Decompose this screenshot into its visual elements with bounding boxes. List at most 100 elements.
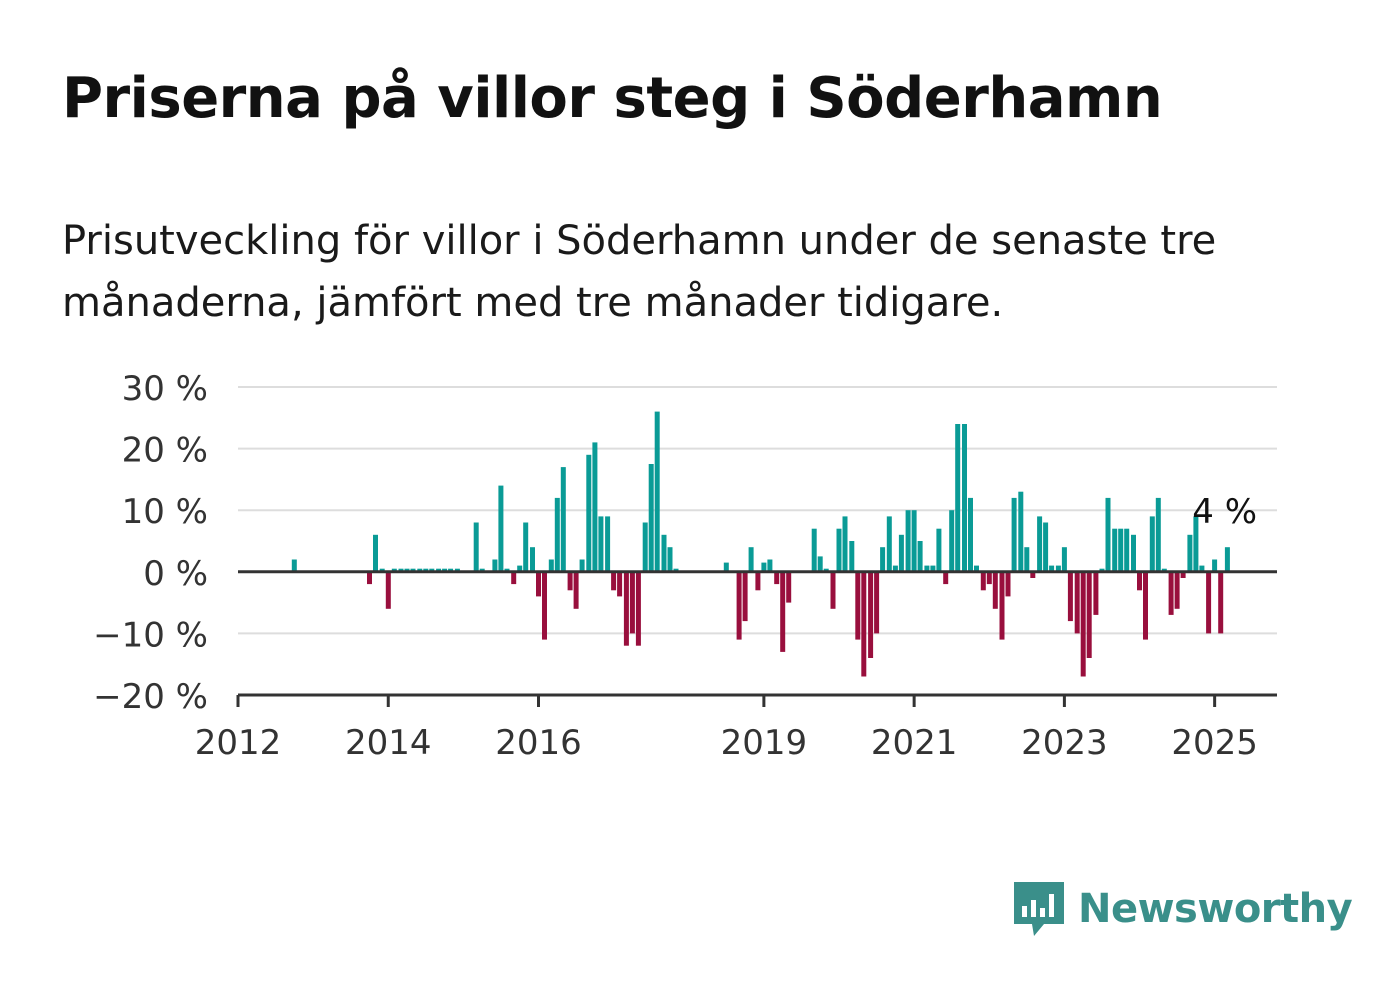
bar (1061, 547, 1067, 572)
bar (567, 571, 573, 591)
chart-title: Priserna på villor steg i Söderhamn (62, 66, 1163, 131)
bar (1218, 571, 1224, 634)
bar (373, 534, 378, 572)
bar (1086, 571, 1092, 658)
bar (1018, 491, 1024, 572)
bar (560, 467, 566, 572)
bar (661, 534, 667, 572)
bar (1099, 568, 1105, 572)
x-tick-label: 2019 (721, 723, 808, 763)
gridlines (238, 386, 1277, 635)
bar (1118, 528, 1124, 572)
bar (667, 547, 673, 572)
bar (635, 571, 641, 646)
bar (605, 516, 611, 572)
bar (511, 571, 517, 585)
chart-subtitle: Prisutveckling för villor i Söderhamn un… (62, 218, 1217, 326)
bar (1049, 565, 1055, 572)
bar (917, 541, 923, 572)
brand: Newsworthy (1010, 878, 1353, 940)
bar (1037, 516, 1043, 572)
bar (479, 568, 485, 572)
brand-name: Newsworthy (1078, 886, 1353, 932)
bar (1074, 571, 1080, 634)
y-tick-label: −20 % (93, 677, 208, 717)
bar (454, 568, 460, 572)
bar (1131, 534, 1136, 572)
bar (442, 568, 448, 572)
x-tick-label: 2023 (1021, 723, 1108, 763)
bar (924, 565, 930, 572)
bar (448, 568, 454, 572)
bar (1011, 497, 1017, 572)
bar (980, 571, 986, 591)
bar (598, 516, 604, 572)
bar (1137, 571, 1142, 591)
bar (1199, 565, 1205, 572)
bar (780, 571, 786, 652)
bar (836, 528, 842, 572)
bar (1112, 528, 1118, 572)
bar (648, 464, 654, 572)
bar (410, 568, 416, 572)
bar (654, 411, 660, 572)
bar (673, 568, 679, 572)
bar (379, 568, 385, 572)
bar (530, 547, 535, 572)
bar (974, 565, 979, 572)
y-tick-label: 30 % (122, 369, 208, 409)
bar (1043, 522, 1049, 572)
bar (1149, 516, 1155, 572)
bar (755, 571, 761, 591)
bar (404, 568, 410, 572)
bar (498, 485, 504, 572)
bar (291, 559, 297, 572)
bar (1105, 497, 1111, 572)
bar (398, 568, 404, 572)
last-value-label: 4 % (1192, 492, 1257, 532)
bar (1161, 568, 1167, 572)
bar (986, 571, 992, 585)
bar (554, 497, 560, 572)
bar (1212, 559, 1218, 572)
x-tick-label: 2021 (871, 723, 958, 763)
bar (842, 516, 848, 572)
bar (436, 568, 442, 572)
bar (1224, 547, 1230, 572)
bar (742, 571, 748, 622)
x-axis-labels: 2012 2014 2016 2019 2021 2023 2025 (195, 723, 1258, 763)
bar (391, 568, 397, 572)
y-tick-label: 10 % (122, 492, 208, 532)
bar (886, 516, 892, 572)
bar (968, 497, 973, 572)
bar (517, 565, 523, 572)
bar (874, 571, 880, 634)
bar (385, 571, 391, 609)
bar (1155, 497, 1161, 572)
bar (1080, 571, 1086, 677)
x-axis (236, 570, 1277, 707)
bar (949, 510, 955, 572)
bar (473, 522, 479, 572)
bar (999, 571, 1005, 640)
bar (523, 522, 529, 572)
bar (1187, 534, 1193, 572)
bar (623, 571, 629, 646)
bar (429, 568, 435, 572)
bar (642, 522, 648, 572)
bar (586, 454, 592, 572)
bar (774, 571, 780, 585)
bar (423, 568, 429, 572)
bar (849, 541, 855, 572)
bar (1124, 528, 1130, 572)
bar (1030, 571, 1036, 578)
newsworthy-logo-icon (1014, 882, 1064, 936)
bar (492, 559, 498, 572)
bar (1206, 571, 1212, 634)
bar (1067, 571, 1073, 622)
bar (1024, 547, 1030, 572)
x-tick-label: 2012 (195, 723, 282, 763)
bar (592, 442, 598, 572)
bar (992, 571, 998, 609)
